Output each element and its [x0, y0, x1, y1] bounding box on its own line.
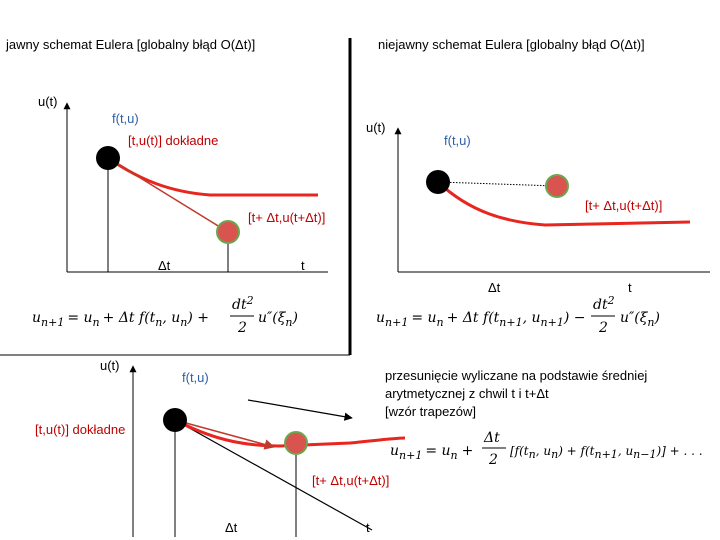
trapezoid-note-line2: arytmetycznej z chwil t i t+Δt — [385, 386, 549, 401]
svg-text:un+1= un+ Δt f(tn, un) +: un+1 = un + Δt f(tn, un) + — [32, 310, 209, 329]
svg-text:Δt: Δt — [483, 430, 500, 446]
trapezoid-approx-point — [284, 431, 308, 455]
trapezoid-exact-curve — [174, 418, 406, 448]
implicit-end-label: [t+ Δt,u(t+Δt)] — [585, 198, 662, 213]
trapezoid-tangent-t — [174, 419, 373, 531]
explicit-exact-curve — [107, 156, 318, 197]
explicit-title: jawny schemat Eulera [globalny błąd O(Δt… — [5, 37, 255, 52]
explicit-y-label: u(t) — [38, 94, 58, 109]
explicit-panel: jawny schemat Eulera [globalny błąd O(Δt… — [5, 37, 328, 336]
implicit-slope-line — [437, 181, 558, 187]
explicit-step-label: Δt — [158, 258, 171, 273]
svg-text:un+1= un+: un+1 = un + — [390, 443, 473, 462]
implicit-x-label: t — [628, 280, 632, 295]
svg-text:2: 2 — [598, 320, 608, 336]
trapezoid-note-line3: [wzór trapezów] — [385, 404, 476, 419]
trapezoid-tangent-tdt — [247, 399, 353, 421]
trapezoid-start-label: [t,u(t)] dokładne — [35, 422, 125, 437]
explicit-slope-line — [107, 157, 229, 233]
implicit-exact-point — [426, 170, 450, 194]
implicit-panel: niejawny schemat Eulera [globalny błąd O… — [366, 37, 710, 336]
implicit-slope-label: f(t,u) — [444, 133, 471, 148]
trapezoid-formula: un+1 = un + Δt 2 [f(tn, un) + f(tn+1, un−1… — [390, 430, 703, 468]
trapezoid-step-label: Δt — [225, 520, 238, 535]
trapezoid-exact-point — [163, 408, 187, 432]
explicit-end-label: [t+ Δt,u(t+Δt)] — [248, 210, 325, 225]
implicit-y-label: u(t) — [366, 120, 386, 135]
implicit-exact-curve — [436, 180, 691, 227]
svg-text:[f(tn, un) + f(tn+1, un−1)] +: [f(tn, un) + f(tn+1, un−1)] + . . . — [510, 444, 703, 461]
explicit-x-label: t — [301, 258, 305, 273]
svg-text:u″(ξn): u″(ξn) — [620, 310, 660, 329]
explicit-start-label: [t,u(t)] dokładne — [128, 133, 218, 148]
trapezoid-panel: u(t) f(t,u) [t,u(t)] dokładne [t+ Δt,u(t… — [35, 358, 703, 537]
implicit-approx-point — [545, 174, 569, 198]
explicit-approx-point — [216, 220, 240, 244]
svg-text:un+1= un+ Δt f(tn+1, un+1) −: un+1 = un + Δt f(tn+1, un+1) − — [376, 310, 585, 329]
explicit-slope-label: f(t,u) — [112, 111, 139, 126]
explicit-exact-point — [96, 146, 120, 170]
trapezoid-average-slope — [174, 419, 276, 450]
trapezoid-x-label: t — [366, 520, 370, 535]
explicit-formula: un+1 = un + Δt f(tn, un) + dt2 2 u″(ξn) — [32, 294, 298, 336]
implicit-formula: un+1 = un + Δt f(tn+1, un+1) − dt2 2 u″(ξn… — [376, 294, 660, 336]
svg-text:dt2: dt2 — [593, 294, 615, 313]
trapezoid-y-label: u(t) — [100, 358, 120, 373]
trapezoid-end-label: [t+ Δt,u(t+Δt)] — [312, 473, 389, 488]
implicit-step-label: Δt — [488, 280, 501, 295]
svg-text:2: 2 — [237, 320, 247, 336]
trapezoid-slope-label: f(t,u) — [182, 370, 209, 385]
trapezoid-note-line1: przesunięcie wyliczane na podstawie śred… — [385, 368, 647, 383]
svg-text:2: 2 — [488, 452, 498, 468]
svg-text:u″(ξn): u″(ξn) — [258, 310, 298, 329]
svg-text:dt2: dt2 — [232, 294, 254, 313]
implicit-title: niejawny schemat Eulera [globalny błąd O… — [378, 37, 645, 52]
